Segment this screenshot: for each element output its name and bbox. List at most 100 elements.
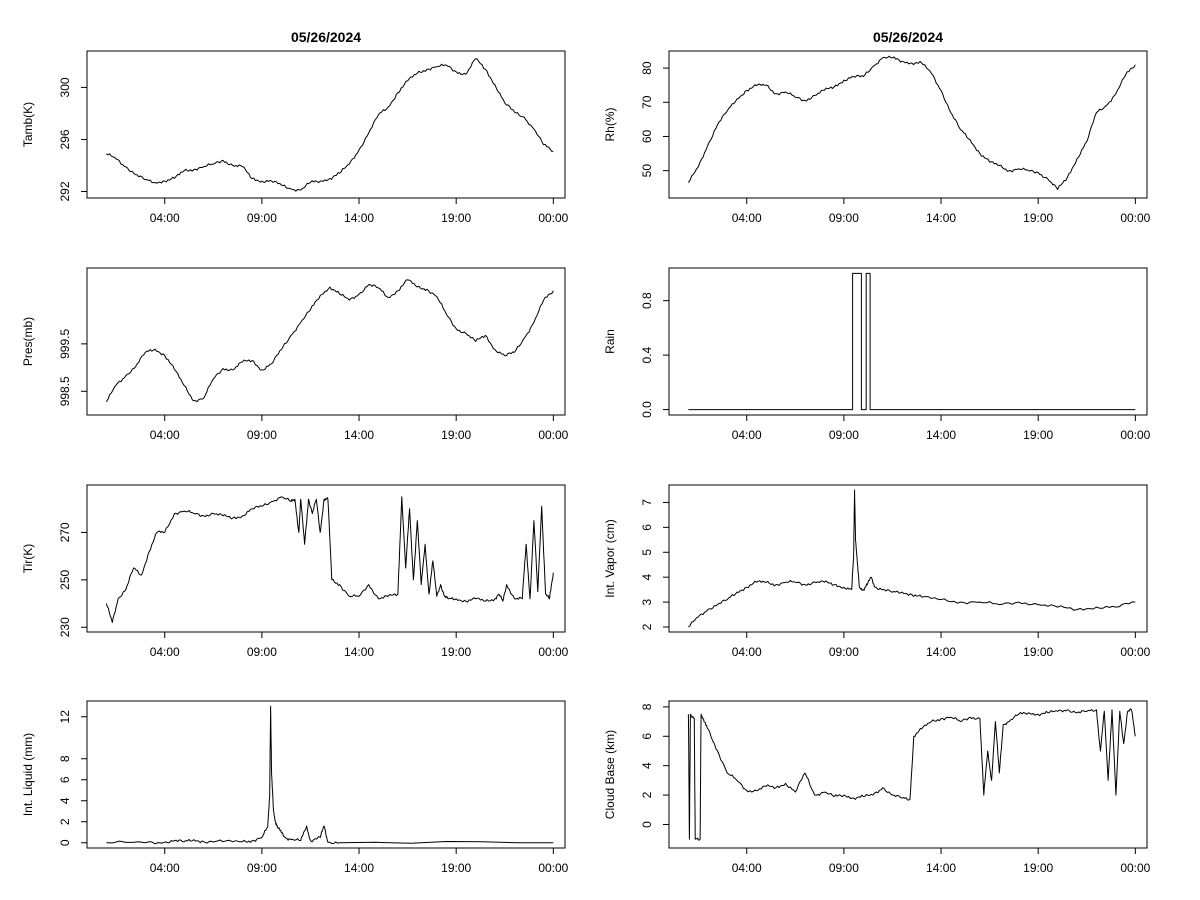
y-tick-label: 998.5 <box>58 376 72 406</box>
y-tick-label: 70 <box>640 95 654 109</box>
plot-frame <box>86 50 566 199</box>
y-tick-label: 0 <box>58 839 72 846</box>
x-tick-label: 14:00 <box>926 428 956 442</box>
series-line <box>105 279 554 403</box>
chart-title: 05/26/2024 <box>291 29 361 45</box>
x-tick-label: 00:00 <box>538 211 568 225</box>
y-axis-label: Tamb(K) <box>21 102 35 147</box>
panel-rain: Rain 04:00 09:00 14:00 19:00 00:00 0.0 0.4 0.8 <box>603 267 1151 442</box>
y-axis-label: Cloud Base (km) <box>603 730 617 819</box>
y-tick-label: 4 <box>640 762 654 769</box>
x-tick-label: 14:00 <box>926 861 956 875</box>
y-tick-label: 270 <box>58 522 72 542</box>
x-tick-label: 14:00 <box>344 861 374 875</box>
x-tick-label: 04:00 <box>732 861 762 875</box>
series-line <box>687 708 1136 841</box>
x-tick-label: 00:00 <box>1120 645 1150 659</box>
x-tick-label: 09:00 <box>247 861 277 875</box>
x-tick-label: 00:00 <box>1120 861 1150 875</box>
y-axis-label: Rh(%) <box>603 107 617 141</box>
plot-frame <box>86 267 566 416</box>
x-tick-label: 19:00 <box>1023 861 1053 875</box>
y-tick-label: 300 <box>58 77 72 97</box>
x-tick-label: 19:00 <box>1023 645 1053 659</box>
plot-frame <box>668 50 1148 199</box>
x-tick-label: 14:00 <box>344 428 374 442</box>
y-tick-label: 0.8 <box>640 292 654 309</box>
x-tick-label: 09:00 <box>829 645 859 659</box>
y-tick-label: 2 <box>640 623 654 630</box>
x-tick-label: 00:00 <box>1120 428 1150 442</box>
series-line <box>106 705 554 845</box>
x-tick-label: 04:00 <box>732 428 762 442</box>
y-tick-label: 8 <box>640 703 654 710</box>
x-tick-label: 04:00 <box>150 861 180 875</box>
y-tick-label: 2 <box>640 791 654 798</box>
x-tick-label: 09:00 <box>247 211 277 225</box>
x-tick-label: 19:00 <box>441 428 471 442</box>
series-line <box>687 55 1136 190</box>
x-tick-label: 00:00 <box>538 428 568 442</box>
plot-frame <box>668 700 1148 849</box>
y-tick-label: 80 <box>640 61 654 75</box>
y-axis-label: Int. Vapor (cm) <box>603 519 617 597</box>
y-tick-label: 6 <box>640 733 654 740</box>
panel-int-vapor: Int. Vapor (cm) 04:00 09:00 14:00 19:00 00:00… <box>603 484 1151 659</box>
y-tick-label: 3 <box>640 598 654 605</box>
x-tick-label: 00:00 <box>538 645 568 659</box>
y-tick-label: 0 <box>640 821 654 828</box>
y-tick-label: 250 <box>58 570 72 590</box>
x-tick-label: 09:00 <box>829 861 859 875</box>
x-tick-label: 09:00 <box>247 645 277 659</box>
y-tick-label: 50 <box>640 164 654 178</box>
panel-int-liquid: Int. Liquid (mm) 04:00 09:00 14:00 19:00 00:0… <box>21 700 569 875</box>
y-tick-label: 0.4 <box>640 346 654 363</box>
x-tick-label: 14:00 <box>344 211 374 225</box>
x-tick-label: 00:00 <box>538 861 568 875</box>
y-tick-label: 12 <box>58 710 72 724</box>
y-tick-label: 7 <box>640 499 654 506</box>
y-tick-label: 0.0 <box>640 401 654 418</box>
x-tick-label: 04:00 <box>150 211 180 225</box>
x-tick-label: 00:00 <box>1120 211 1150 225</box>
x-tick-label: 04:00 <box>732 645 762 659</box>
plot-frame <box>86 700 566 849</box>
y-tick-label: 60 <box>640 129 654 143</box>
y-tick-label: 5 <box>640 549 654 556</box>
series-line <box>106 58 554 192</box>
x-tick-label: 19:00 <box>1023 211 1053 225</box>
series-line <box>688 272 1136 411</box>
x-tick-label: 04:00 <box>150 645 180 659</box>
series-line <box>688 489 1136 628</box>
y-tick-label: 999.5 <box>58 329 72 359</box>
panel-rh: 05/26/2024 Rh(%) 04:00 09:00 14:00 19:00 00:00… <box>603 29 1151 225</box>
x-tick-label: 19:00 <box>441 645 471 659</box>
y-axis-label: Int. Liquid (mm) <box>21 733 35 816</box>
x-tick-label: 14:00 <box>926 645 956 659</box>
panel-cloud-base: Cloud Base (km) 04:00 09:00 14:00 19:00 00:00… <box>603 700 1151 875</box>
x-tick-label: 09:00 <box>829 211 859 225</box>
chart-title: 05/26/2024 <box>873 29 943 45</box>
y-tick-label: 2 <box>58 818 72 825</box>
y-tick-label: 4 <box>640 574 654 581</box>
series-line <box>105 496 554 623</box>
panel-tamb: 05/26/2024 Tamb(K) 04:00 09:00 14:00 19:00 00:… <box>21 29 569 225</box>
y-tick-label: 6 <box>58 776 72 783</box>
y-tick-label: 296 <box>58 129 72 149</box>
x-tick-label: 19:00 <box>441 211 471 225</box>
x-tick-label: 04:00 <box>150 428 180 442</box>
x-tick-label: 04:00 <box>732 211 762 225</box>
y-tick-label: 292 <box>58 181 72 201</box>
y-tick-label: 4 <box>58 797 72 804</box>
y-axis-label: Rain <box>603 329 617 354</box>
y-tick-label: 6 <box>640 524 654 531</box>
y-axis-label: Tir(K) <box>21 544 35 574</box>
panel-tir: Tir(K) 04:00 09:00 14:00 19:00 00:00 230 250 270 <box>21 484 569 659</box>
x-tick-label: 19:00 <box>441 861 471 875</box>
x-tick-label: 09:00 <box>247 428 277 442</box>
x-tick-label: 14:00 <box>926 211 956 225</box>
plot-frame <box>668 267 1148 416</box>
x-tick-label: 19:00 <box>1023 428 1053 442</box>
panel-pres: Pres(mb) 04:00 09:00 14:00 19:00 00:00 998.5 99… <box>21 267 569 442</box>
